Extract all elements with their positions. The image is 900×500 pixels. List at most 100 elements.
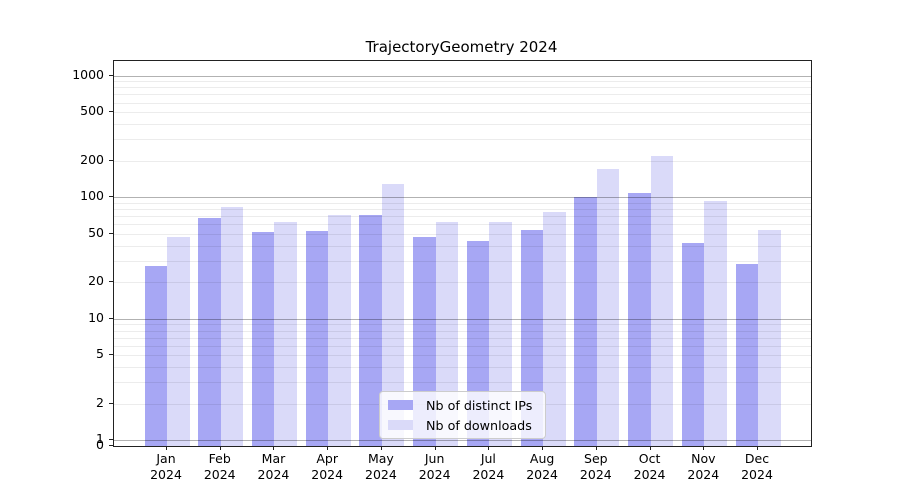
gridline-800 bbox=[114, 87, 811, 89]
x-tick-mark-jun bbox=[434, 446, 436, 450]
y-tick-mark-2 bbox=[109, 402, 113, 404]
x-tick-label-apr: Apr 2024 bbox=[311, 451, 344, 482]
gridline-1 bbox=[114, 440, 811, 442]
bar-distinct-ips-feb bbox=[198, 218, 221, 446]
legend-label-downloads: Nb of downloads bbox=[426, 417, 532, 433]
gridline-700 bbox=[114, 94, 811, 96]
y-tick-label-2: 2 bbox=[96, 394, 104, 410]
bar-distinct-ips-mar bbox=[251, 231, 275, 446]
legend-swatch-downloads bbox=[388, 420, 413, 430]
x-tick-mark-mar bbox=[273, 446, 275, 450]
gridline-80 bbox=[114, 208, 811, 210]
bar-downloads-jan bbox=[167, 237, 190, 446]
x-tick-label-may: May 2024 bbox=[365, 451, 397, 482]
y-tick-mark-100 bbox=[109, 196, 113, 198]
bar-distinct-ips-sep bbox=[574, 197, 597, 446]
gridline-20 bbox=[114, 282, 811, 284]
gridline-600 bbox=[114, 102, 811, 104]
x-tick-label-jan: Jan 2024 bbox=[150, 451, 182, 482]
bar-downloads-mar bbox=[274, 221, 297, 446]
y-tick-label-100: 100 bbox=[80, 188, 104, 204]
x-tick-mark-aug bbox=[542, 446, 544, 450]
y-tick-label-1: 1 bbox=[96, 431, 104, 447]
bar-downloads-feb bbox=[220, 207, 244, 446]
x-tick-mark-oct bbox=[649, 446, 651, 450]
gridline-100 bbox=[114, 197, 811, 199]
y-tick-mark-10 bbox=[109, 317, 113, 319]
x-tick-mark-jan bbox=[166, 446, 167, 450]
x-tick-mark-jul bbox=[488, 446, 490, 450]
y-tick-mark-500 bbox=[109, 111, 113, 113]
x-tick-mark-dec bbox=[757, 446, 759, 450]
gridline-5 bbox=[114, 355, 811, 357]
y-tick-label-20: 20 bbox=[88, 273, 104, 289]
x-tick-label-feb: Feb 2024 bbox=[203, 451, 236, 482]
x-tick-mark-nov bbox=[703, 446, 705, 450]
bar-distinct-ips-oct bbox=[628, 193, 651, 446]
bar-downloads-apr bbox=[328, 214, 351, 446]
y-tick-mark-5 bbox=[109, 354, 113, 356]
x-tick-label-oct: Oct 2024 bbox=[633, 451, 666, 482]
gridline-90 bbox=[114, 202, 811, 204]
y-tick-mark-20 bbox=[109, 281, 113, 283]
gridline-4 bbox=[114, 367, 811, 369]
y-tick-mark-1000 bbox=[109, 74, 113, 76]
y-tick-label-200: 200 bbox=[80, 151, 104, 167]
bar-downloads-dec bbox=[758, 229, 781, 446]
y-tick-label-500: 500 bbox=[80, 103, 104, 119]
legend-swatch-distinct-ips bbox=[388, 400, 413, 410]
x-tick-label-sep: Sep 2024 bbox=[579, 451, 612, 482]
y-tick-label-1000: 1000 bbox=[72, 66, 104, 82]
y-tick-mark-1 bbox=[109, 439, 113, 441]
x-tick-label-mar: Mar 2024 bbox=[257, 451, 290, 482]
gridline-900 bbox=[114, 81, 811, 83]
legend-row-distinct-ips: Nb of distinct IPs bbox=[388, 397, 537, 413]
gridline-7 bbox=[114, 337, 811, 339]
legend: Nb of distinct IPs Nb of downloads bbox=[379, 391, 546, 439]
bar-distinct-ips-dec bbox=[735, 264, 759, 446]
legend-label-distinct-ips: Nb of distinct IPs bbox=[426, 397, 533, 413]
y-tick-mark-200 bbox=[109, 159, 113, 161]
bar-downloads-sep bbox=[596, 169, 620, 446]
legend-row-downloads: Nb of downloads bbox=[388, 417, 537, 433]
x-tick-label-nov: Nov 2024 bbox=[687, 451, 720, 482]
gridline-8 bbox=[114, 330, 811, 332]
bar-downloads-may bbox=[381, 184, 405, 446]
y-tick-label-0: 0 bbox=[96, 437, 104, 452]
x-tick-label-jul: Jul 2024 bbox=[472, 451, 505, 482]
gridline-70 bbox=[114, 216, 811, 218]
bar-downloads-nov bbox=[704, 201, 727, 446]
gridline-200 bbox=[114, 160, 811, 162]
y-tick-label-10: 10 bbox=[88, 309, 104, 325]
gridline-300 bbox=[114, 139, 811, 141]
x-tick-mark-apr bbox=[327, 446, 329, 450]
bar-distinct-ips-jan bbox=[144, 266, 167, 446]
y-tick-label-5: 5 bbox=[96, 346, 104, 362]
x-tick-mark-feb bbox=[219, 446, 221, 450]
chart-title: TrajectoryGeometry 2024 bbox=[365, 38, 558, 56]
gridline-9 bbox=[114, 324, 811, 326]
gridline-50 bbox=[114, 233, 811, 235]
x-tick-label-aug: Aug 2024 bbox=[526, 451, 559, 482]
x-tick-label-jun: Jun 2024 bbox=[418, 451, 451, 482]
bar-distinct-ips-apr bbox=[305, 230, 329, 446]
bar-downloads-oct bbox=[650, 156, 674, 446]
gridline-6 bbox=[114, 345, 811, 347]
x-tick-mark-sep bbox=[595, 446, 597, 450]
bar-downloads-aug bbox=[543, 211, 566, 446]
gridline-40 bbox=[114, 245, 811, 247]
gridline-30 bbox=[114, 260, 811, 262]
y-tick-mark-50 bbox=[109, 232, 113, 234]
plot-area: Nb of distinct IPs Nb of downloads bbox=[113, 60, 812, 447]
bar-downloads-jul bbox=[489, 222, 512, 446]
bar-distinct-ips-may bbox=[359, 215, 382, 446]
gridline-60 bbox=[114, 224, 811, 226]
gridline-1000 bbox=[114, 75, 811, 77]
y-tick-mark-0 bbox=[109, 445, 113, 446]
bar-distinct-ips-nov bbox=[681, 242, 705, 446]
x-tick-label-dec: Dec 2024 bbox=[741, 451, 773, 482]
gridline-10 bbox=[114, 318, 811, 320]
bar-downloads-jun bbox=[435, 221, 459, 446]
y-tick-label-50: 50 bbox=[88, 224, 104, 240]
